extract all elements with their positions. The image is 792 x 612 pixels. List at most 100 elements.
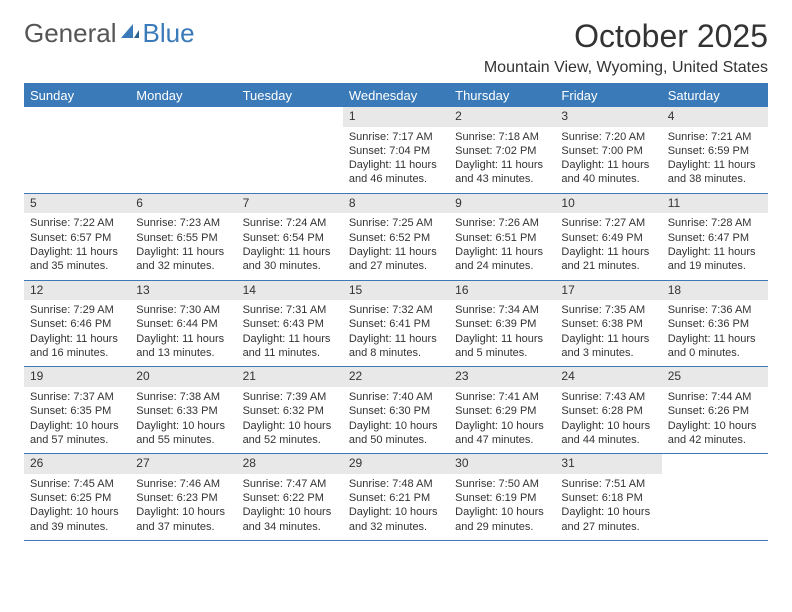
day-cell: 23 Sunrise: 7:41 AMSunset: 6:29 PMDayligh…: [449, 367, 555, 453]
sunrise-text: Sunrise: 7:30 AM: [136, 303, 230, 317]
sunset-text: Sunset: 6:23 PM: [136, 491, 230, 505]
month-title: October 2025: [484, 18, 768, 55]
sunset-text: Sunset: 6:59 PM: [668, 144, 762, 158]
day-cell: 5Sunrise: 7:22 AMSunset: 6:57 PMDaylight…: [24, 194, 130, 280]
daylight-text: Daylight: 11 hours and 38 minutes.: [668, 158, 762, 187]
day-cell: 10Sunrise: 7:27 AMSunset: 6:49 PMDayligh…: [555, 194, 661, 280]
daylight-text: Daylight: 11 hours and 3 minutes.: [561, 332, 655, 361]
day-number: 11: [662, 194, 768, 214]
day-number: 21: [237, 367, 343, 387]
daylight-text: Daylight: 10 hours and 55 minutes.: [136, 419, 230, 448]
week-row: 5Sunrise: 7:22 AMSunset: 6:57 PMDaylight…: [24, 194, 768, 281]
day-number: 27: [130, 454, 236, 474]
sunset-text: Sunset: 6:36 PM: [668, 317, 762, 331]
sunrise-text: Sunrise: 7:51 AM: [561, 477, 655, 491]
day-number: 31: [555, 454, 661, 474]
daylight-text: Daylight: 11 hours and 11 minutes.: [243, 332, 337, 361]
daylight-text: Daylight: 10 hours and 29 minutes.: [455, 505, 549, 534]
sunrise-text: Sunrise: 7:18 AM: [455, 130, 549, 144]
sunrise-text: Sunrise: 7:21 AM: [668, 130, 762, 144]
logo-text-general: General: [24, 18, 117, 49]
day-number: 19: [24, 367, 130, 387]
sunrise-text: Sunrise: 7:41 AM: [455, 390, 549, 404]
sunrise-text: Sunrise: 7:29 AM: [30, 303, 124, 317]
day-cell: 31Sunrise: 7:51 AMSunset: 6:18 PMDayligh…: [555, 454, 661, 540]
day-cell: 22Sunrise: 7:40 AMSunset: 6:30 PMDayligh…: [343, 367, 449, 453]
sunset-text: Sunset: 6:30 PM: [349, 404, 443, 418]
day-number: 4: [662, 107, 768, 127]
day-number: 25: [662, 367, 768, 387]
daylight-text: Daylight: 11 hours and 40 minutes.: [561, 158, 655, 187]
sunset-text: Sunset: 6:49 PM: [561, 231, 655, 245]
day-cell: 26Sunrise: 7:45 AMSunset: 6:25 PMDayligh…: [24, 454, 130, 540]
day-cell: 29Sunrise: 7:48 AMSunset: 6:21 PMDayligh…: [343, 454, 449, 540]
sunrise-text: Sunrise: 7:25 AM: [349, 216, 443, 230]
sunrise-text: Sunrise: 7:28 AM: [668, 216, 762, 230]
day-cell: 17Sunrise: 7:35 AMSunset: 6:38 PMDayligh…: [555, 281, 661, 367]
daylight-text: Daylight: 10 hours and 37 minutes.: [136, 505, 230, 534]
day-number: 7: [237, 194, 343, 214]
sunrise-text: Sunrise: 7:46 AM: [136, 477, 230, 491]
week-row: 19 Sunrise: 7:37 AMSunset: 6:35 PM Dayligh…: [24, 367, 768, 454]
day-cell: [130, 107, 236, 193]
day-header-cell: Saturday: [662, 84, 768, 107]
daylight-text: Daylight: 11 hours and 13 minutes.: [136, 332, 230, 361]
daylight-text: Daylight: 11 hours and 0 minutes.: [668, 332, 762, 361]
day-cell: 21Sunrise: 7:39 AMSunset: 6:32 PMDayligh…: [237, 367, 343, 453]
sunrise-text: Sunrise: 7:17 AM: [349, 130, 443, 144]
day-cell: 12Sunrise: 7:29 AMSunset: 6:46 PMDayligh…: [24, 281, 130, 367]
sunrise-text: Sunrise: 7:48 AM: [349, 477, 443, 491]
sunrise-text: Sunrise: 7:45 AM: [30, 477, 124, 491]
day-cell: 18Sunrise: 7:36 AMSunset: 6:36 PMDayligh…: [662, 281, 768, 367]
sunrise-text: Sunrise: 7:40 AM: [349, 390, 443, 404]
sunrise-text: Sunrise: 7:32 AM: [349, 303, 443, 317]
logo-text-blue: Blue: [143, 18, 195, 49]
day-number: 14: [237, 281, 343, 301]
sunset-text: Sunset: 6:41 PM: [349, 317, 443, 331]
daylight-text: Daylight: 11 hours and 32 minutes.: [136, 245, 230, 274]
day-number: 20: [130, 367, 236, 387]
sunset-text: Sunset: 6:43 PM: [243, 317, 337, 331]
daylight-text: Daylight: 11 hours and 16 minutes.: [30, 332, 124, 361]
day-cell: 24Sunrise: 7:43 AMSunset: 6:28 PMDayligh…: [555, 367, 661, 453]
sunset-text: Sunset: 6:52 PM: [349, 231, 443, 245]
day-cell: 19Sunrise: 7:37 AMSunset: 6:35 PMDayligh…: [24, 367, 130, 453]
sunrise-text: Sunrise: 7:26 AM: [455, 216, 549, 230]
title-block: October 2025 Mountain View, Wyoming, Uni…: [484, 18, 768, 77]
day-cell: 14 Sunrise: 7:31 AMSunset: 6:43 PMDayligh…: [237, 281, 343, 367]
logo: General Blue: [24, 18, 195, 49]
logo-sail-icon: [119, 18, 141, 49]
day-number: 23: [449, 367, 555, 387]
sunset-text: Sunset: 6:54 PM: [243, 231, 337, 245]
sunset-text: Sunset: 6:47 PM: [668, 231, 762, 245]
sunset-text: Sunset: 6:35 PM: [30, 404, 124, 418]
sunset-text: Sunset: 6:39 PM: [455, 317, 549, 331]
day-number: 12: [24, 281, 130, 301]
day-cell: 8Sunrise: 7:25 AMSunset: 6:52 PMDaylight…: [343, 194, 449, 280]
sunrise-text: Sunrise: 7:31 AM: [243, 303, 337, 317]
daylight-text: Daylight: 11 hours and 35 minutes.: [30, 245, 124, 274]
sunset-text: Sunset: 6:44 PM: [136, 317, 230, 331]
day-number: 3: [555, 107, 661, 127]
day-number: 17: [555, 281, 661, 301]
day-cell: 25Sunrise: 7:44 AMSunset: 6:26 PMDayligh…: [662, 367, 768, 453]
daylight-text: Daylight: 10 hours and 47 minutes.: [455, 419, 549, 448]
daylight-text: Daylight: 10 hours and 52 minutes.: [243, 419, 337, 448]
sunset-text: Sunset: 6:28 PM: [561, 404, 655, 418]
sunset-text: Sunset: 6:29 PM: [455, 404, 549, 418]
sunrise-text: Sunrise: 7:34 AM: [455, 303, 549, 317]
day-number: 2: [449, 107, 555, 127]
daylight-text: Daylight: 11 hours and 5 minutes.: [455, 332, 549, 361]
daylight-text: Daylight: 11 hours and 30 minutes.: [243, 245, 337, 274]
day-cell: 16Sunrise: 7:34 AMSunset: 6:39 PMDayligh…: [449, 281, 555, 367]
day-cell: 28Sunrise: 7:47 AMSunset: 6:22 PMDayligh…: [237, 454, 343, 540]
daylight-text: Daylight: 10 hours and 44 minutes.: [561, 419, 655, 448]
day-cell: 3Sunrise: 7:20 AMSunset: 7:00 PMDaylight…: [555, 107, 661, 193]
sunrise-text: Sunrise: 7:37 AM: [30, 390, 124, 404]
sunset-text: Sunset: 7:04 PM: [349, 144, 443, 158]
day-header-cell: Wednesday: [343, 84, 449, 107]
sunset-text: Sunset: 6:18 PM: [561, 491, 655, 505]
day-number: 26: [24, 454, 130, 474]
sunrise-text: Sunrise: 7:50 AM: [455, 477, 549, 491]
day-cell: 13Sunrise: 7:30 AMSunset: 6:44 PMDayligh…: [130, 281, 236, 367]
